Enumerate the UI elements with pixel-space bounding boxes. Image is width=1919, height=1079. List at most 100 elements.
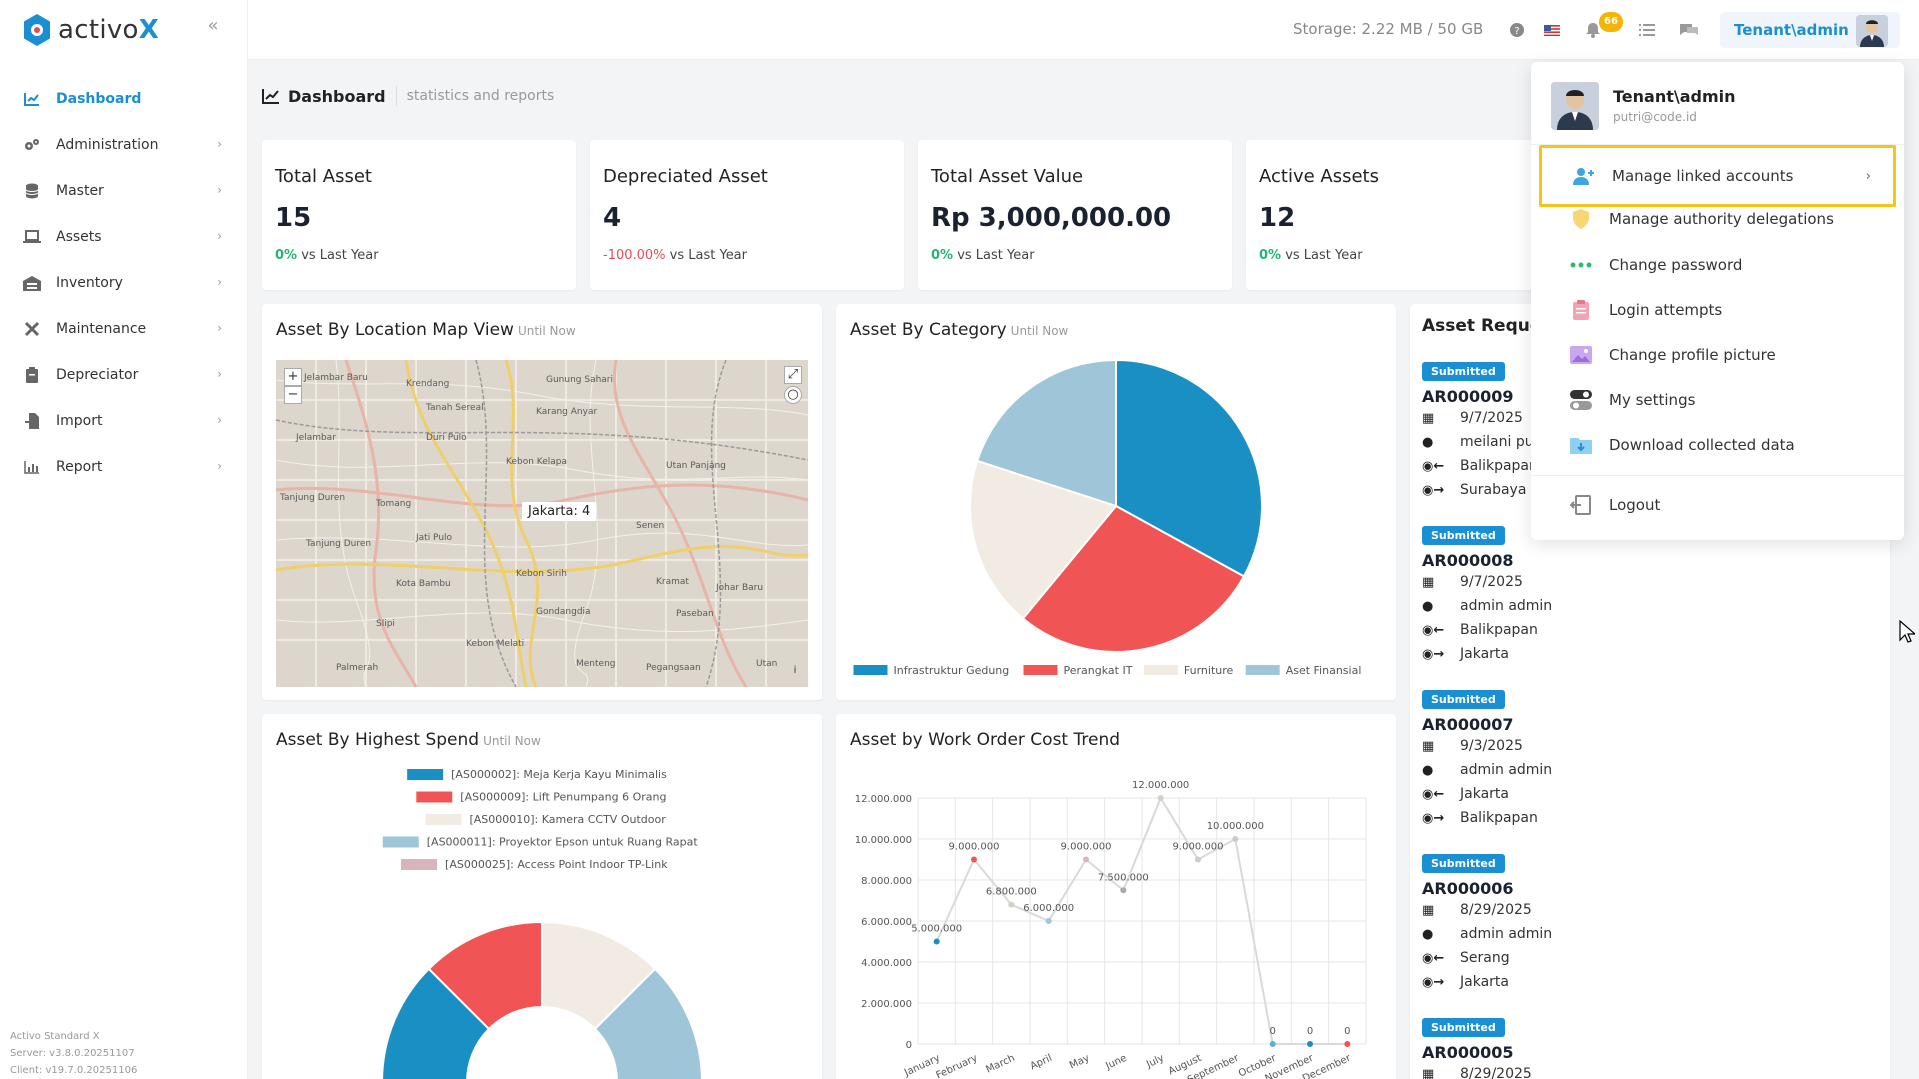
delta-percent: 0% bbox=[1259, 248, 1282, 263]
data-point[interactable] bbox=[1344, 1041, 1351, 1047]
data-point[interactable] bbox=[1120, 887, 1127, 894]
page-header: Dashboard statistics and reports bbox=[262, 86, 554, 106]
us-flag-icon[interactable] bbox=[1540, 18, 1564, 42]
manage-linked-accounts-item[interactable]: Manage linked accounts › bbox=[1539, 145, 1896, 207]
svg-text:Tanjung Duren: Tanjung Duren bbox=[305, 539, 371, 549]
sidebar-item-dashboard[interactable]: Dashboard bbox=[0, 76, 248, 122]
data-label: 9.000.000 bbox=[949, 842, 1000, 853]
map-panel: Asset By Location Map View Until Now bbox=[262, 304, 822, 700]
sidebar-item-assets[interactable]: Assets › bbox=[0, 214, 248, 260]
change-profile-picture-item[interactable]: Change profile picture bbox=[1539, 332, 1896, 378]
legend-label: [AS000009]: Lift Penumpang 6 Orang bbox=[460, 791, 666, 804]
request-date: 9/7/2025 bbox=[1460, 574, 1523, 590]
logo[interactable]: activoX bbox=[22, 10, 159, 50]
pie-slice[interactable] bbox=[1021, 504, 1246, 653]
request-code: AR000006 bbox=[1422, 879, 1514, 898]
data-label: 5.000.000 bbox=[911, 924, 962, 935]
request-user-row: ● admin admin bbox=[1422, 758, 1882, 782]
chevron-right-icon: › bbox=[217, 275, 222, 289]
delta-percent: 0% bbox=[931, 248, 954, 263]
data-point[interactable] bbox=[1083, 856, 1089, 863]
request-to-row: ◉→ Jakarta bbox=[1422, 642, 1882, 666]
database-icon bbox=[22, 181, 42, 201]
legend-swatch bbox=[382, 836, 419, 848]
fullscreen-icon[interactable]: ⤢ bbox=[784, 366, 802, 384]
sidebar-item-report[interactable]: Report › bbox=[0, 444, 248, 490]
data-point[interactable] bbox=[933, 938, 940, 945]
sidebar-item-label: Maintenance bbox=[56, 321, 147, 337]
sidebar-item-administration[interactable]: Administration › bbox=[0, 122, 248, 168]
data-point[interactable] bbox=[1195, 856, 1201, 863]
sidebar-item-master[interactable]: Master › bbox=[0, 168, 248, 214]
data-point[interactable] bbox=[1269, 1041, 1276, 1047]
download-folder-icon bbox=[1569, 433, 1593, 457]
data-point[interactable] bbox=[1157, 795, 1164, 801]
data-point[interactable] bbox=[971, 856, 977, 863]
delta-percent: 0% bbox=[275, 248, 298, 263]
data-label: 9.000.000 bbox=[1061, 842, 1112, 853]
y-tick-label: 8.000.000 bbox=[861, 876, 912, 887]
collapse-sidebar-icon[interactable]: « bbox=[207, 15, 219, 36]
data-point[interactable] bbox=[1307, 1041, 1313, 1047]
map-info-icon[interactable]: i bbox=[793, 665, 797, 676]
zoom-in-button[interactable]: + bbox=[284, 368, 302, 386]
svg-text:Palmerah: Palmerah bbox=[336, 663, 378, 673]
help-icon[interactable]: ? bbox=[1505, 18, 1529, 42]
pie-slice[interactable] bbox=[975, 358, 1117, 508]
request-item[interactable]: Submitted AR000009 ▦ 9/7/2025 ● meilani pu ◉←… bbox=[1422, 360, 1882, 502]
my-settings-item[interactable]: My settings bbox=[1539, 377, 1896, 423]
stat-card-active-assets: Active Assets 12 0% vs Last Year bbox=[1246, 140, 1560, 290]
locate-icon[interactable]: ○ bbox=[784, 386, 802, 404]
change-password-item[interactable]: Change password bbox=[1539, 242, 1896, 288]
product-name: Activo Standard X bbox=[10, 1031, 100, 1042]
request-code: AR000007 bbox=[1422, 715, 1514, 734]
sidebar-item-depreciator[interactable]: Depreciator › bbox=[0, 352, 248, 398]
location-map[interactable]: Jelambar Baru Krendang Gunung Sahari Tanah… bbox=[276, 360, 808, 687]
sidebar-item-import[interactable]: Import › bbox=[0, 398, 248, 444]
request-item[interactable]: Submitted AR000007 ▦ 9/3/2025 ● admin admin ◉… bbox=[1422, 688, 1882, 830]
request-item[interactable]: Submitted AR000008 ▦ 9/7/2025 ● admin admin ◉… bbox=[1422, 524, 1882, 666]
destination-location-icon: ◉→ bbox=[1422, 646, 1445, 662]
svg-text:Menteng: Menteng bbox=[576, 659, 616, 669]
profile-picture bbox=[1551, 82, 1599, 130]
legend-label: [AS000002]: Meja Kerja Kayu Minimalis bbox=[451, 768, 667, 781]
map-tiles: Jelambar Baru Krendang Gunung Sahari Tanah… bbox=[276, 360, 808, 687]
data-label: 0 bbox=[1269, 1026, 1275, 1037]
image-icon bbox=[1569, 343, 1593, 367]
data-point[interactable] bbox=[1232, 836, 1239, 842]
svg-text:Jelambar: Jelambar bbox=[295, 433, 336, 443]
svg-text:Kramat: Kramat bbox=[656, 577, 689, 587]
download-collected-data-item[interactable]: Download collected data bbox=[1539, 422, 1896, 468]
y-tick-label: 0 bbox=[906, 1040, 912, 1051]
request-item[interactable]: Submitted AR000006 ▦ 8/29/2025 ● admin admin… bbox=[1422, 852, 1882, 994]
data-point[interactable] bbox=[1045, 918, 1052, 924]
sidebar-item-inventory[interactable]: Inventory › bbox=[0, 260, 248, 306]
topbar: Storage: 2.22 MB / 50 GB ? 66 Tenant\adm… bbox=[248, 0, 1919, 60]
user-menu-button[interactable]: Tenant\admin bbox=[1720, 12, 1900, 48]
status-badge: Submitted bbox=[1422, 1018, 1505, 1037]
spend-panel: Asset By Highest Spend Until Now [AS00000… bbox=[262, 714, 822, 1079]
calendar-icon: ▦ bbox=[1422, 738, 1435, 754]
list-icon[interactable] bbox=[1635, 18, 1659, 42]
pie-slice[interactable] bbox=[1115, 358, 1263, 578]
bell-icon[interactable] bbox=[1581, 18, 1605, 42]
pie-slice[interactable] bbox=[969, 459, 1118, 620]
request-code: AR000005 bbox=[1422, 1043, 1514, 1062]
logout-item[interactable]: Logout bbox=[1539, 482, 1896, 528]
request-item[interactable]: Submitted AR000005 ▦ 8/29/2025 bbox=[1422, 1016, 1882, 1079]
data-label: 7.500.000 bbox=[1098, 872, 1149, 883]
zoom-out-button[interactable]: − bbox=[284, 386, 302, 404]
chart-bar-icon bbox=[22, 457, 42, 477]
until-now-label: Until Now bbox=[483, 734, 541, 748]
chat-icon[interactable] bbox=[1677, 18, 1701, 42]
map-marker-popup[interactable]: Jakarta: 4 bbox=[522, 502, 597, 521]
server-version: Server: v3.8.0.20251107 bbox=[10, 1048, 135, 1059]
legend-label: [AS000011]: Proyektor Epson untuk Ruang … bbox=[427, 836, 699, 849]
data-point[interactable] bbox=[1008, 901, 1015, 908]
manage-authority-delegations-item[interactable]: Manage authority delegations bbox=[1539, 196, 1896, 242]
request-user: admin admin bbox=[1460, 926, 1553, 942]
sidebar-item-maintenance[interactable]: Maintenance › bbox=[0, 306, 248, 352]
donut-slice[interactable] bbox=[593, 967, 703, 1079]
login-attempts-item[interactable]: Login attempts bbox=[1539, 287, 1896, 333]
laptop-icon bbox=[22, 227, 42, 247]
